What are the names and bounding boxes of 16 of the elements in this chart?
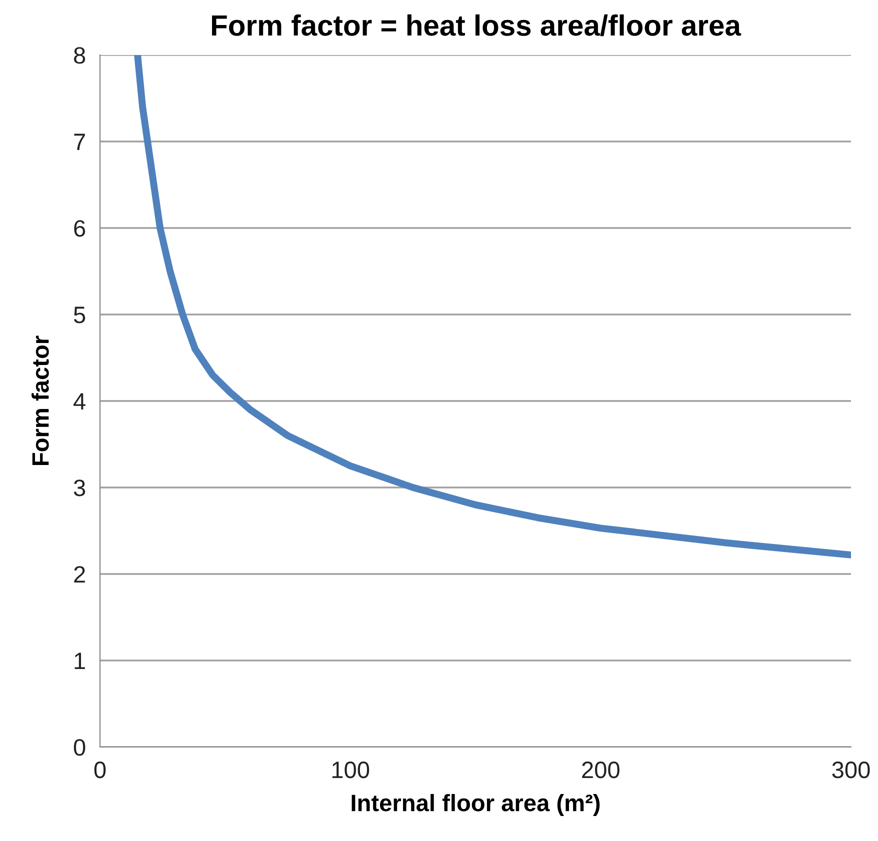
x-tick-label: 300 <box>832 762 870 778</box>
y-tick-label: 4 <box>74 393 86 410</box>
x-tick-label: 200 <box>582 762 620 778</box>
chart-title: Form factor = heat loss area/floor area <box>212 14 742 36</box>
x-tick-label: 100 <box>332 762 370 778</box>
x-tick-label: 0 <box>94 762 106 778</box>
y-axis-title: Form factor <box>32 336 49 466</box>
y-tick-label: 3 <box>74 480 86 496</box>
x-axis-title: Internal floor area (m²) <box>352 794 600 816</box>
y-tick-label: 0 <box>74 739 86 756</box>
y-tick-label: 1 <box>74 652 85 670</box>
y-tick-label: 2 <box>74 566 85 583</box>
y-tick-label: 7 <box>74 134 85 150</box>
y-tick-label: 8 <box>74 47 86 64</box>
y-tick-label: 5 <box>74 306 86 324</box>
y-tick-label: 6 <box>74 220 86 237</box>
